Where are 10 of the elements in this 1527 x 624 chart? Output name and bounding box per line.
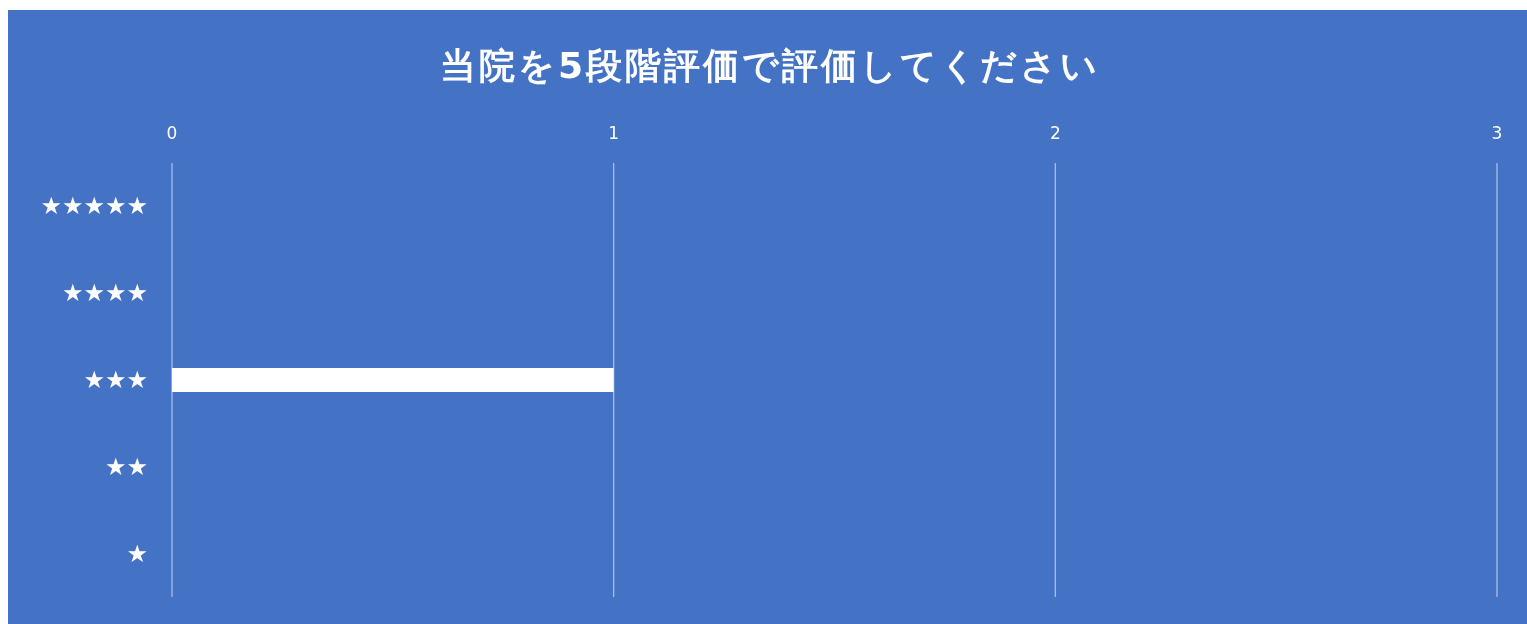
- y-tick-label: ★: [126, 539, 148, 568]
- chart-title: 当院を5段階評価で評価してください: [439, 45, 1101, 86]
- x-tick-label: 0: [166, 123, 178, 143]
- y-tick-label: ★★★★: [61, 279, 148, 308]
- y-tick-label: ★★★: [83, 366, 148, 394]
- x-tick-label: 3: [1491, 123, 1503, 143]
- x-tick-label: 2: [1049, 123, 1061, 143]
- y-tick-label: ★★: [104, 452, 148, 481]
- y-tick-label: ★★★★★: [40, 192, 148, 221]
- x-tick-label: 1: [608, 123, 620, 143]
